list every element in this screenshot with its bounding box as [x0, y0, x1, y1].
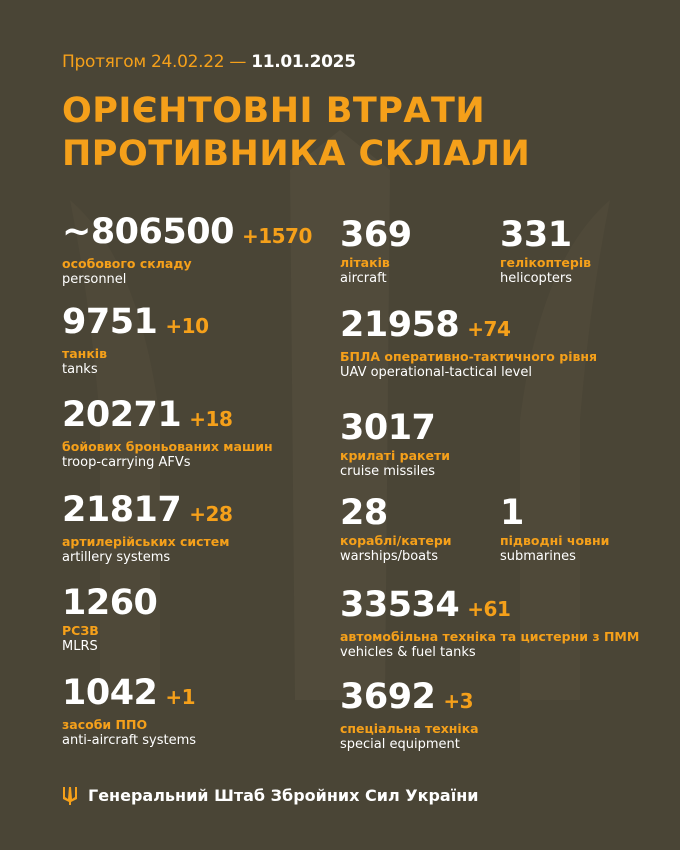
label-en: MLRS: [62, 639, 98, 654]
label-en: personnel: [62, 272, 127, 287]
stat-value: 28: [340, 493, 452, 533]
value: ~806500: [62, 212, 234, 252]
stat-value: 21817 +28: [62, 490, 233, 534]
value: 28: [340, 493, 388, 533]
trident-icon: [63, 787, 77, 805]
stat-item: 1042 +1 засоби ППО anti-aircraft systems: [62, 673, 196, 749]
label-en: special equipment: [340, 737, 460, 752]
stat-item: 28 кораблі/катери warships/boats: [340, 493, 452, 565]
label-ua: РСЗВ: [62, 623, 99, 638]
date-prefix: Протягом 24.02.22 —: [62, 52, 252, 72]
stat-item: 3692 +3 спеціальна техніка special equipmen…: [340, 677, 479, 753]
value: 9751: [62, 302, 158, 342]
value: 3017: [340, 408, 436, 448]
stat-item: ~806500 +1570 особового складу personnel: [62, 212, 312, 288]
label-en: tanks: [62, 362, 98, 377]
label-ua: спеціальна техніка: [340, 721, 479, 736]
stat-item: 331 гелікоптерів helicopters: [500, 215, 591, 287]
stat-delta: +3: [443, 689, 474, 713]
stat-value: 1042 +1: [62, 673, 196, 717]
stat-value: 9751 +10: [62, 302, 209, 346]
page-title: ОРІЄНТОВНІ ВТРАТИ ПРОТИВНИКА СКЛАЛИ: [62, 90, 530, 176]
label-en: vehicles & fuel tanks: [340, 645, 476, 660]
stat-item: 33534 +61 автомобільна техніка та цистерни…: [340, 585, 639, 661]
label-en: UAV operational-tactical level: [340, 365, 532, 380]
stat-value: 33534 +61: [340, 585, 639, 629]
value: 1260: [62, 583, 158, 623]
date-end: 11.01.2025: [251, 52, 356, 72]
label-ua: бойових броньованих машин: [62, 439, 273, 454]
stat-value: 3017: [340, 408, 450, 448]
stat-value: 331: [500, 215, 591, 255]
label-ua: підводні човни: [500, 533, 610, 548]
stat-item: 9751 +10 танків tanks: [62, 302, 209, 378]
value: 331: [500, 215, 572, 255]
label-en: anti-aircraft systems: [62, 733, 197, 748]
label-en: helicopters: [500, 271, 573, 286]
stat-item: 21817 +28 артилерійських систем artillery s…: [62, 490, 233, 566]
stat-delta: +1570: [241, 224, 312, 248]
label-ua: засоби ППО: [62, 717, 148, 732]
value: 20271: [62, 395, 182, 435]
title-line-2: ПРОТИВНИКА СКЛАЛИ: [62, 134, 531, 174]
label-en: artillery systems: [62, 550, 171, 565]
value: 369: [340, 215, 412, 255]
value: 21817: [62, 490, 182, 530]
title-line-1: ОРІЄНТОВНІ ВТРАТИ: [62, 91, 486, 131]
stat-delta: +74: [467, 317, 511, 341]
label-ua: артилерійських систем: [62, 534, 230, 549]
label-ua: літаків: [340, 255, 390, 270]
stat-value: 1260: [62, 583, 158, 623]
date-range: Протягом 24.02.22 — 11.01.2025: [62, 52, 356, 72]
label-en: submarines: [500, 549, 576, 564]
stat-delta: +10: [165, 314, 209, 338]
value: 21958: [340, 305, 460, 345]
label-en: troop-carrying AFVs: [62, 455, 191, 470]
stat-item: 21958 +74 БПЛА оперативно-тактичного рівня…: [340, 305, 597, 381]
stat-value: ~806500 +1570: [62, 212, 312, 256]
label-en: warships/boats: [340, 549, 439, 564]
stat-value: 1: [500, 493, 609, 533]
value: 33534: [340, 585, 460, 625]
stat-delta: +18: [189, 407, 233, 431]
stat-value: 20271 +18: [62, 395, 273, 439]
stat-value: 3692 +3: [340, 677, 479, 721]
stat-item: 3017 крилаті ракети cruise missiles: [340, 408, 450, 480]
label-en: cruise missiles: [340, 464, 436, 479]
stat-item: 369 літаків aircraft: [340, 215, 412, 287]
stat-value: 369: [340, 215, 412, 255]
stat-delta: +1: [165, 685, 196, 709]
label-ua: особового складу: [62, 256, 192, 271]
label-ua: гелікоптерів: [500, 255, 592, 270]
label-ua: кораблі/катери: [340, 533, 452, 548]
stat-delta: +28: [189, 502, 233, 526]
label-ua: автомобільна техніка та цистерни з ПММ: [340, 629, 640, 644]
footer: Генеральний Штаб Збройних Сил України: [62, 785, 478, 805]
label-ua: танків: [62, 346, 107, 361]
footer-text: Генеральний Штаб Збройних Сил України: [88, 785, 479, 805]
stat-delta: +61: [467, 597, 511, 621]
value: 1: [500, 493, 524, 533]
stat-value: 21958 +74: [340, 305, 597, 349]
label-ua: крилаті ракети: [340, 448, 451, 463]
stat-item: 1260 РСЗВ MLRS: [62, 583, 158, 655]
stat-item: 20271 +18 бойових броньованих машин troop-c…: [62, 395, 273, 471]
label-ua: БПЛА оперативно-тактичного рівня: [340, 349, 598, 364]
stat-item: 1 підводні човни submarines: [500, 493, 609, 565]
value: 1042: [62, 673, 158, 713]
label-en: aircraft: [340, 271, 387, 286]
value: 3692: [340, 677, 436, 717]
